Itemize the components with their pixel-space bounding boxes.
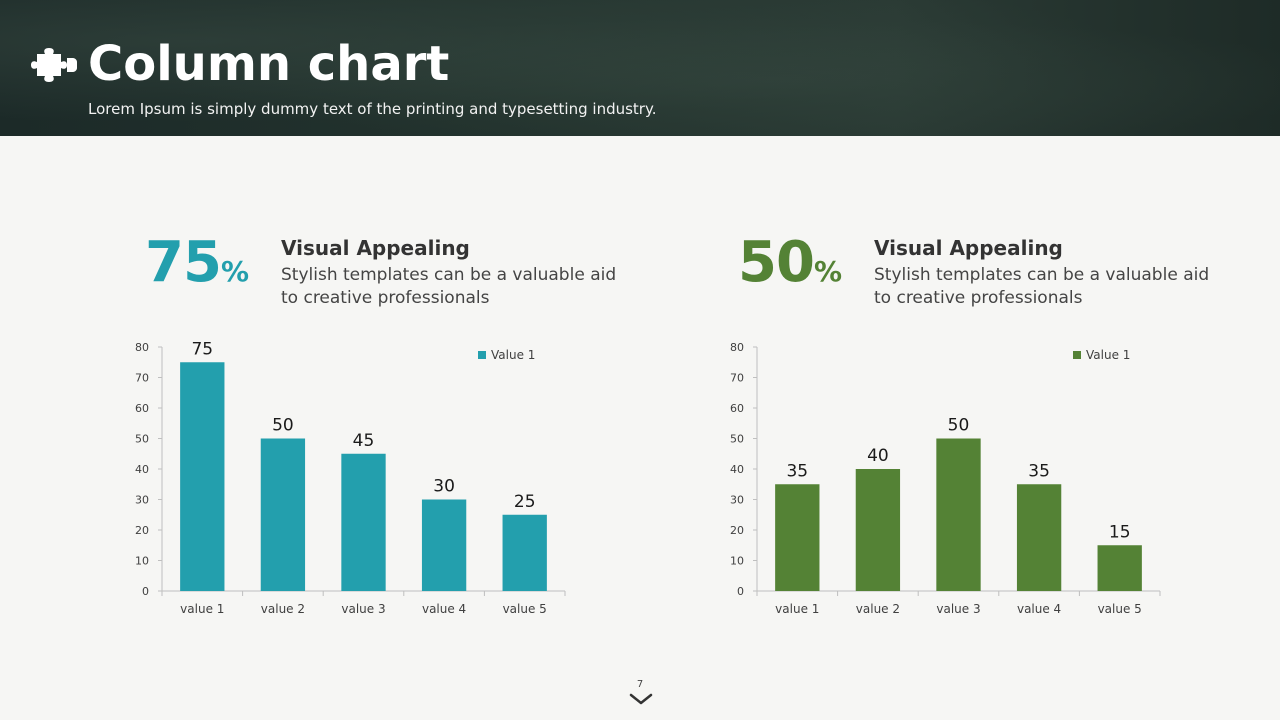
x-tick-label: value 4 — [422, 602, 466, 616]
stat-percent-left: 75% — [145, 230, 249, 295]
x-tick-label: value 3 — [936, 602, 980, 616]
page-title: Column chart — [88, 36, 450, 92]
bar — [180, 362, 225, 591]
y-tick-label: 60 — [730, 402, 744, 415]
stat-symbol: % — [220, 255, 249, 288]
page-subtitle: Lorem Ipsum is simply dummy text of the … — [88, 100, 657, 118]
page-number: 7 — [636, 679, 644, 690]
legend-label: Value 1 — [491, 348, 535, 362]
y-tick-label: 0 — [737, 585, 744, 598]
y-tick-label: 20 — [730, 524, 744, 537]
stat-percent-right: 50% — [738, 230, 842, 295]
x-tick-label: value 1 — [180, 602, 224, 616]
bar — [1016, 484, 1062, 591]
y-tick-label: 70 — [730, 372, 744, 385]
stat-text-left: Stylish templates can be a valuable aid … — [281, 265, 617, 308]
y-tick-label: 60 — [135, 402, 149, 415]
bar — [341, 453, 386, 591]
bar — [855, 469, 901, 591]
x-tick-label: value 4 — [1017, 602, 1061, 616]
y-tick-label: 50 — [135, 433, 149, 446]
stat-text-right: Stylish templates can be a valuable aid … — [874, 265, 1210, 308]
y-tick-label: 80 — [730, 341, 744, 354]
y-tick-label: 40 — [135, 463, 149, 476]
bar — [502, 514, 547, 591]
x-tick-label: value 2 — [261, 602, 305, 616]
chevron-down-icon[interactable] — [629, 692, 653, 706]
column-chart-right: 0 10 20 30 40 50 60 70 80 35 value 1 40 value 2 50 val… — [730, 341, 1161, 616]
data-label: 30 — [433, 477, 455, 497]
y-tick-label: 10 — [135, 555, 149, 568]
data-label: 45 — [353, 431, 375, 451]
legend-swatch — [478, 351, 486, 359]
x-tick-label: value 2 — [856, 602, 900, 616]
legend-label: Value 1 — [1086, 348, 1130, 362]
bar — [260, 438, 306, 591]
data-label: 25 — [514, 492, 536, 512]
y-tick-label: 30 — [730, 494, 744, 507]
y-tick-label: 20 — [135, 524, 149, 537]
x-tick-label: value 3 — [341, 602, 385, 616]
bar — [775, 484, 820, 591]
data-label: 40 — [867, 446, 889, 466]
data-label: 50 — [948, 416, 970, 436]
stat-heading-right: Visual Appealing — [874, 236, 1063, 260]
stat-symbol: % — [813, 255, 842, 288]
data-label: 35 — [1028, 461, 1050, 481]
header-banner: Column chart Lorem Ipsum is simply dummy… — [0, 0, 1280, 136]
bar — [936, 438, 981, 591]
y-tick-label: 40 — [730, 463, 744, 476]
data-label: 75 — [191, 339, 213, 359]
y-tick-label: 30 — [135, 494, 149, 507]
x-tick-label: value 5 — [1098, 602, 1142, 616]
data-label: 35 — [786, 461, 808, 481]
bar — [421, 499, 467, 591]
x-tick-label: value 5 — [503, 602, 547, 616]
x-tick-label: value 1 — [775, 602, 819, 616]
y-tick-label: 70 — [135, 372, 149, 385]
y-tick-label: 80 — [135, 341, 149, 354]
legend-swatch — [1073, 351, 1081, 359]
stat-heading-left: Visual Appealing — [281, 236, 470, 260]
stat-number: 75 — [145, 230, 222, 295]
stat-number: 50 — [738, 230, 815, 295]
y-tick-label: 50 — [730, 433, 744, 446]
bar — [1097, 545, 1142, 591]
puzzle-icon — [31, 48, 77, 82]
data-label: 15 — [1109, 522, 1131, 542]
y-tick-label: 0 — [142, 585, 149, 598]
data-label: 50 — [272, 416, 294, 436]
y-tick-label: 10 — [730, 555, 744, 568]
column-chart-left: 0 10 20 30 40 50 60 70 80 75 value 1 50 value 2 45 val… — [135, 339, 566, 616]
